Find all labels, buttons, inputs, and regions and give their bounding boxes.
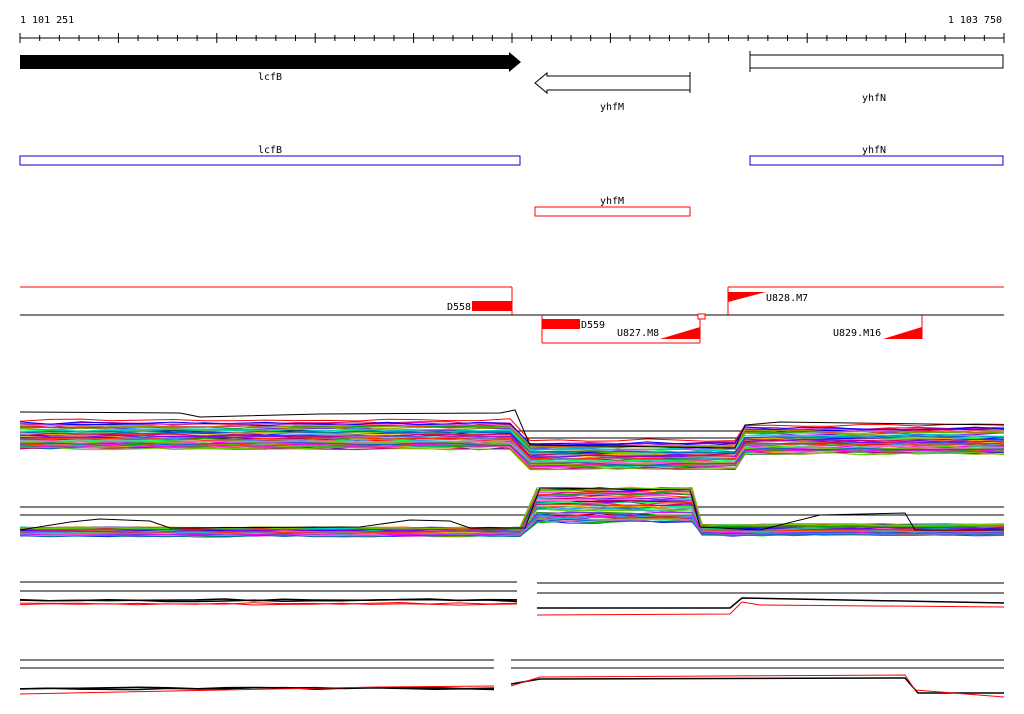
coordinate-ruler: 1 101 251 1 103 750: [19, 15, 1005, 43]
profile-trace: [19, 601, 518, 605]
profile-trace: [19, 426, 1005, 451]
ruler-ticks: [19, 33, 1005, 43]
profile-trace: [19, 418, 1005, 442]
yhfM-annotation-label: yhfM: [600, 196, 624, 207]
profile-trace: [19, 511, 1005, 536]
blue-annotation-track: lcfB yhfN: [19, 145, 1004, 166]
profile-trace: [19, 518, 1004, 538]
feature-track: D558 D559 U827.M8 U828.M7 U829.M16: [20, 286, 1004, 344]
profile-trace: [19, 409, 1005, 449]
profile-trace: [19, 432, 1004, 457]
profile-trace: [19, 437, 1005, 461]
profile-trace: [19, 442, 1005, 467]
lcfB-forward-arrow-icon[interactable]: [20, 52, 521, 72]
profile-trace: [537, 597, 1005, 609]
profile-trace: [19, 488, 1005, 530]
d559-feature-block[interactable]: [542, 319, 580, 329]
u828-feature-label: U828.M7: [766, 293, 808, 304]
yhfM-reverse-arrow-icon[interactable]: [534, 71, 691, 95]
u827-feature-label: U827.M8: [617, 328, 659, 339]
profile-trace: [19, 487, 1005, 530]
u828-wedge-icon[interactable]: [728, 292, 766, 302]
tiling-profile-track-3: [19, 581, 1005, 616]
profile-trace: [536, 601, 1005, 616]
lcfB-annotation-box-icon[interactable]: [19, 155, 521, 166]
profile-trace: [510, 674, 1005, 698]
u827-small-marker-icon: [697, 313, 706, 320]
profile-trace: [19, 598, 518, 602]
profile-trace: [19, 486, 1005, 530]
profile-trace: [19, 428, 1005, 452]
u829-wedge-icon[interactable]: [883, 327, 922, 339]
profile-trace: [19, 487, 1005, 530]
profile-trace: [19, 424, 1005, 448]
red-annotation-track: yhfM: [534, 196, 691, 217]
profile-trace: [19, 446, 1005, 470]
yhfN-gene-label: yhfN: [862, 93, 886, 104]
profile-trace: [19, 443, 1005, 468]
u827-wedge-icon[interactable]: [660, 327, 700, 339]
lcfB-annotation-label: lcfB: [258, 145, 282, 156]
profile-trace: [19, 685, 495, 695]
profile-trace: [19, 486, 1005, 530]
start-coordinate-label: 1 101 251: [20, 15, 74, 26]
tiling-profile-track-4: [19, 659, 1005, 698]
d559-feature-label: D559: [581, 320, 605, 331]
d558-feature-block[interactable]: [472, 301, 512, 311]
lcfB-gene-label: lcfB: [258, 72, 282, 83]
gene-track: lcfB yhfM yhfN: [20, 51, 1004, 113]
yhfM-annotation-box-icon[interactable]: [534, 206, 691, 217]
d558-feature-label: D558: [447, 302, 471, 313]
profile-trace: [19, 487, 1005, 530]
profile-trace: [19, 486, 1005, 530]
profile-trace: [19, 444, 1005, 468]
profile-trace: [19, 446, 1005, 471]
expression-profile-track-2: [19, 486, 1005, 538]
profile-trace: [19, 686, 495, 691]
profile-trace: [19, 433, 1005, 458]
profile-trace: [19, 431, 1005, 456]
profile-trace: [19, 506, 1005, 535]
profile-trace: [19, 487, 1005, 530]
u829-feature-label: U829.M16: [833, 328, 881, 339]
yhfN-annotation-box-icon[interactable]: [749, 155, 1004, 166]
end-coordinate-label: 1 103 750: [948, 15, 1002, 26]
profile-trace: [19, 501, 1005, 534]
profile-trace: [510, 677, 1004, 694]
expression-profile-track-1: [19, 409, 1005, 471]
yhfM-gene-label: yhfM: [600, 102, 624, 113]
yhfN-annotation-label: yhfN: [862, 145, 886, 156]
yhfN-gene-box-icon[interactable]: [749, 54, 1004, 69]
profile-trace: [19, 487, 1004, 531]
